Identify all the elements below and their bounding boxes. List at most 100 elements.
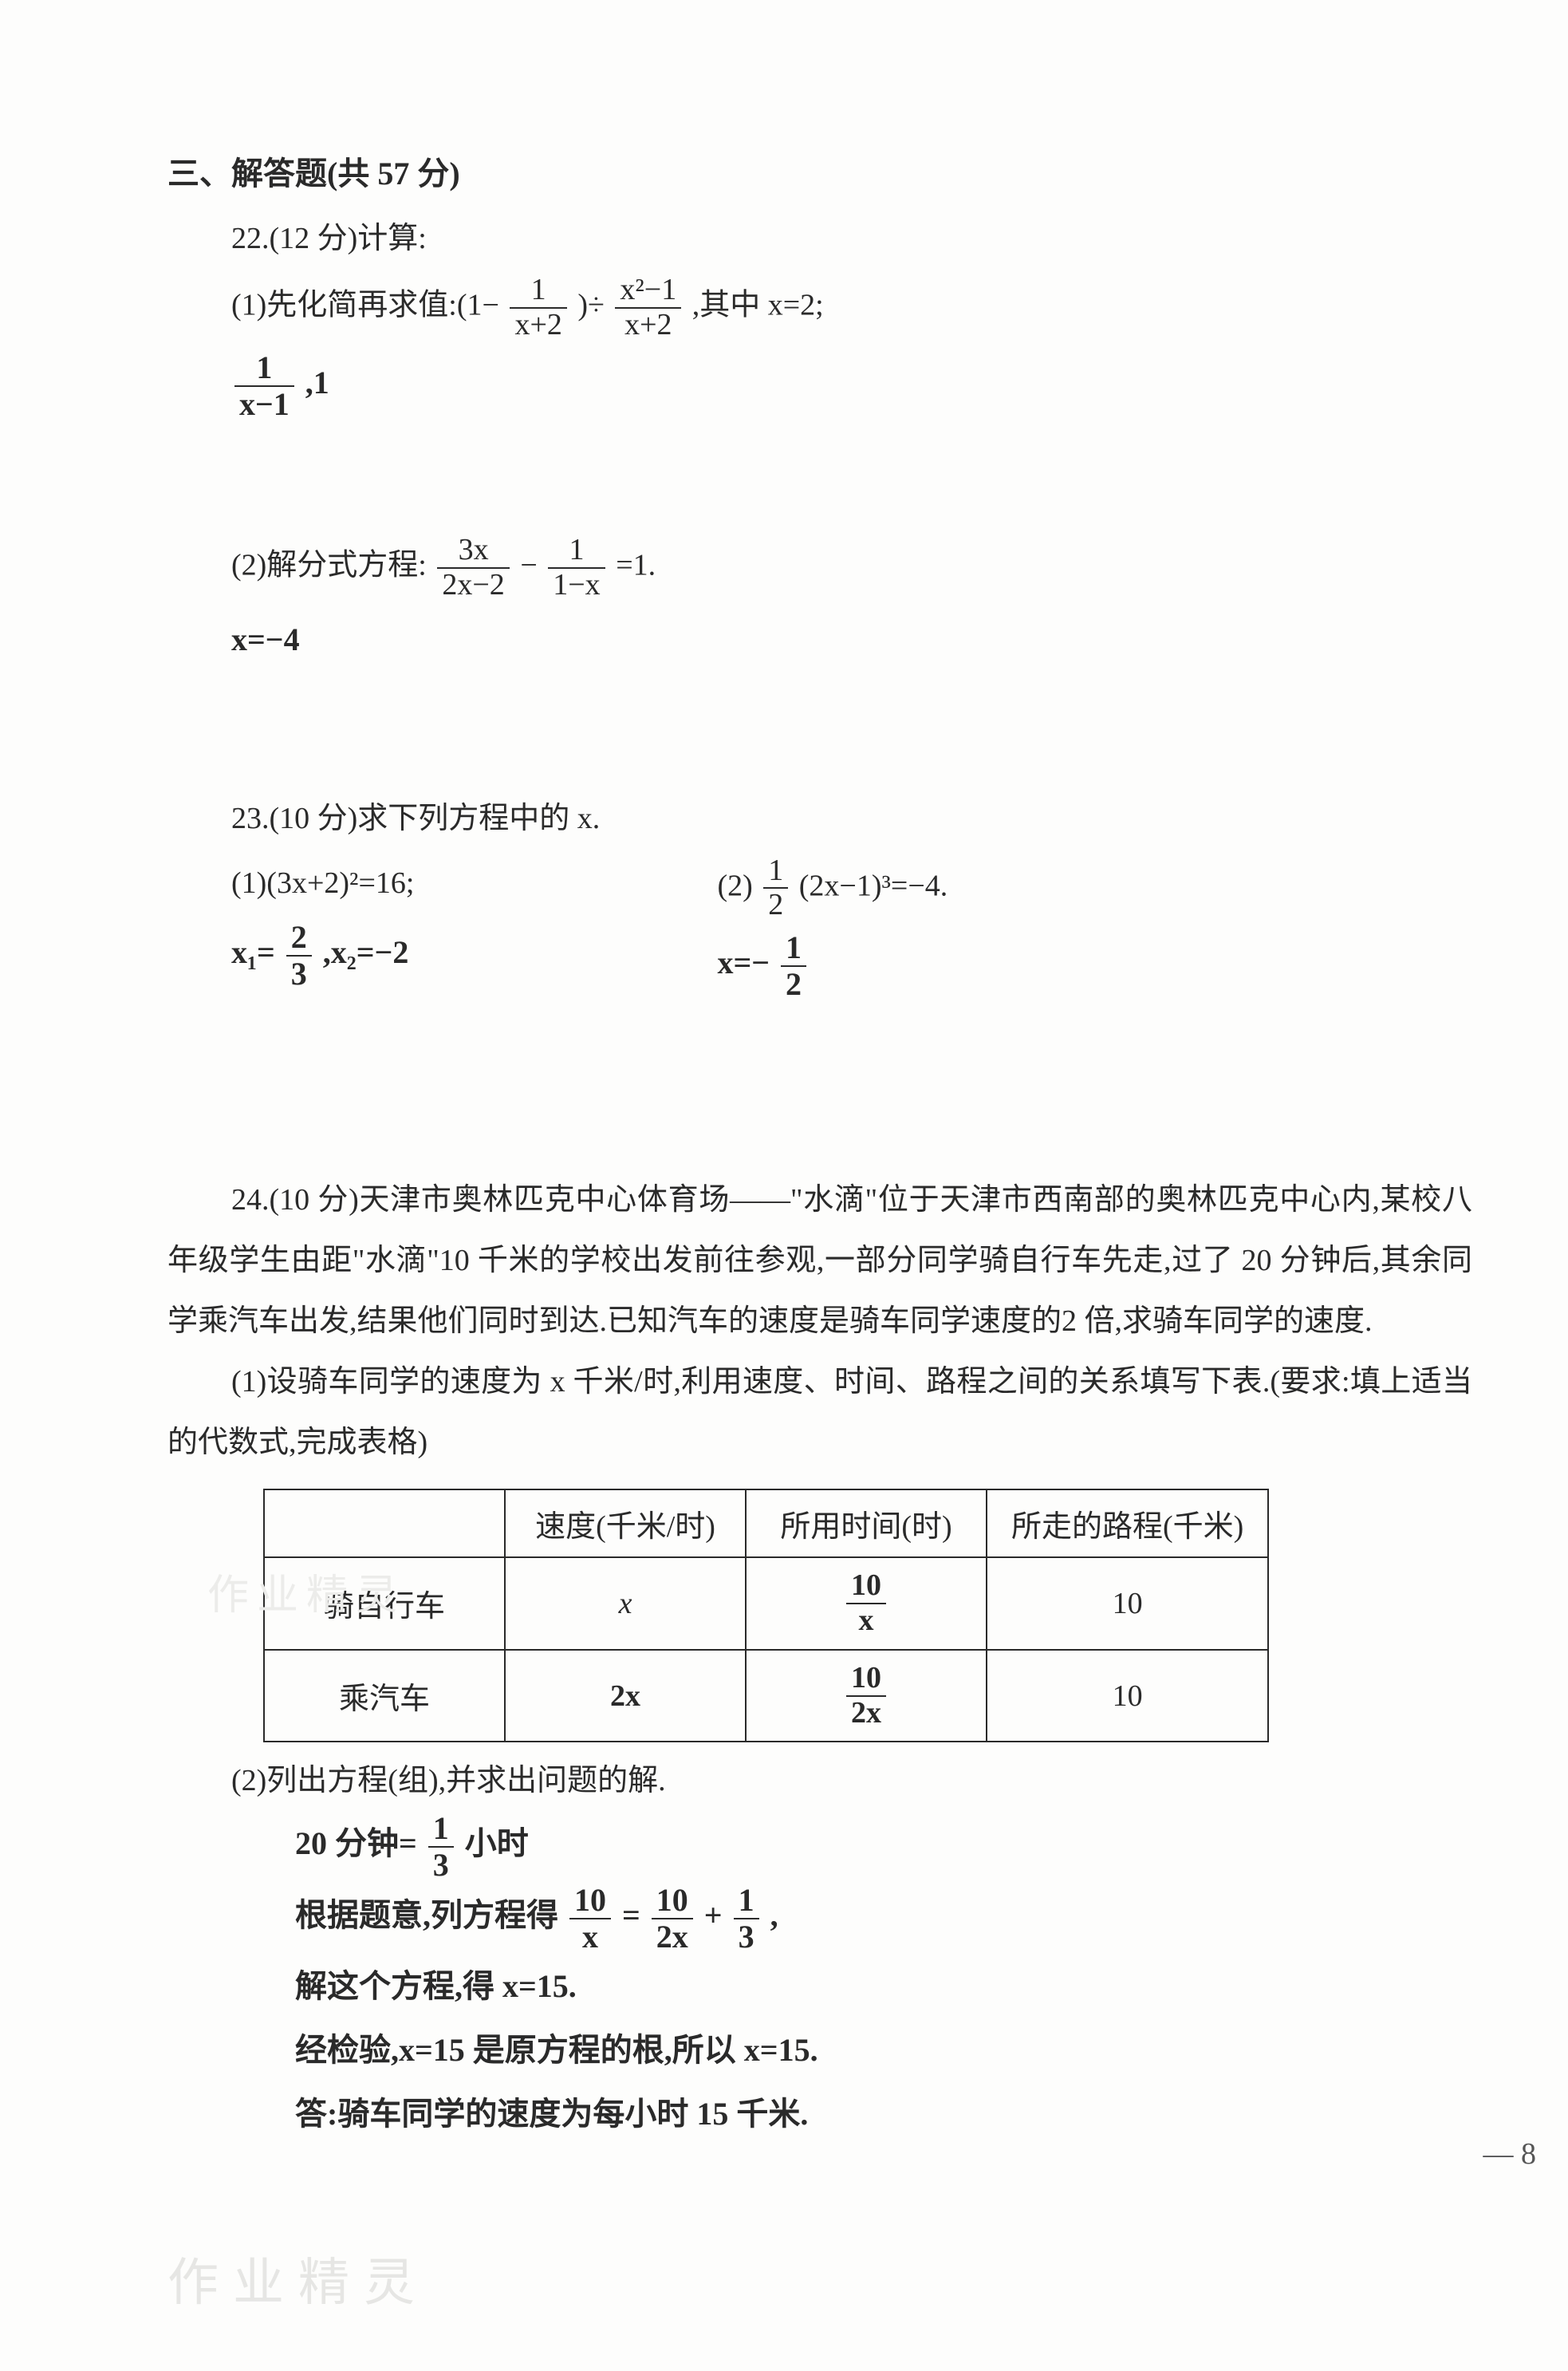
denominator: 2x xyxy=(846,1697,886,1730)
numerator: 2 xyxy=(286,920,312,957)
page: 三、解答题(共 57 分) 22.(12 分)计算: (1)先化简再求值:(1−… xyxy=(0,0,1568,2371)
q23-ans1: x₁= 2 3 ,x₂=−2 xyxy=(231,920,414,992)
numerator: 1 xyxy=(510,274,566,309)
fraction: 10 x xyxy=(569,1883,611,1955)
denominator: 2 xyxy=(781,967,806,1002)
fraction: x²−1 x+2 xyxy=(615,274,681,342)
fraction: 1 x−1 xyxy=(234,350,294,422)
denominator: 3 xyxy=(286,957,312,992)
numerator: 1 xyxy=(781,930,806,967)
table-header-row: 速度(千米/时) 所用时间(时) 所走的路程(千米) xyxy=(264,1489,1268,1557)
fraction: 1 3 xyxy=(734,1883,759,1955)
text: ,其中 x=2; xyxy=(692,289,824,322)
denominator: 2 xyxy=(763,889,788,922)
fraction: 10 2x xyxy=(652,1883,693,1955)
fraction: 3x 2x−2 xyxy=(437,534,509,602)
table-row: 乘汽车 2x 10 2x 10 xyxy=(264,1650,1268,1742)
value: x xyxy=(619,1587,632,1620)
text: ,1 xyxy=(305,365,329,400)
fraction: 1 3 xyxy=(428,1811,454,1883)
numerator: 1 xyxy=(548,534,605,569)
text: + xyxy=(704,1898,723,1934)
denominator: 2x xyxy=(652,1919,693,1955)
numerator: 1 xyxy=(428,1811,454,1848)
numerator: 10 xyxy=(569,1883,611,1919)
text: − xyxy=(520,548,537,582)
denominator: 2x−2 xyxy=(437,569,509,602)
cell-dist: 10 xyxy=(987,1650,1268,1742)
denominator: 1−x xyxy=(548,569,605,602)
q22-part1: (1)先化简再求值:(1− 1 x+2 )÷ x²−1 x+2 ,其中 x=2; xyxy=(231,274,1472,342)
fraction: 1 2 xyxy=(763,854,788,923)
text: x₁= xyxy=(231,934,275,970)
text: = xyxy=(622,1898,640,1934)
text: (2) xyxy=(717,869,752,902)
table-row: 骑自行车 x 10 x 10 xyxy=(264,1557,1268,1650)
numerator: 10 xyxy=(846,1662,886,1697)
numerator: 1 xyxy=(734,1883,759,1919)
text: 20 分钟= xyxy=(295,1826,417,1862)
text: )÷ xyxy=(577,289,605,322)
sol-line3: 解这个方程,得 x=15. xyxy=(295,1955,1472,2018)
fraction: 2 3 xyxy=(286,920,312,992)
text: (2)解分式方程: xyxy=(231,548,427,582)
cell-time: 10 x xyxy=(746,1557,987,1650)
sol-line4: 经检验,x=15 是原方程的根,所以 x=15. xyxy=(295,2018,1472,2082)
text: (2x−1)³=−4. xyxy=(799,869,948,902)
numerator: 10 xyxy=(652,1883,693,1919)
page-number: — 8 xyxy=(1483,2136,1537,2172)
q23-head: 23.(10 分)求下列方程中的 x. xyxy=(231,790,1472,847)
text: x=− xyxy=(717,945,770,980)
cell-label: 乘汽车 xyxy=(264,1650,505,1742)
denominator: x xyxy=(569,1919,611,1955)
section-title: 三、解答题(共 57 分) xyxy=(167,148,1472,194)
numerator: x²−1 xyxy=(615,274,681,309)
q24-p1: (1)设骑车同学的速度为 x 千米/时,利用速度、时间、路程之间的关系填写下表.… xyxy=(167,1351,1472,1473)
q24-solution: 20 分钟= 1 3 小时 根据题意,列方程得 10 x = 10 2x + 1… xyxy=(295,1811,1472,2146)
th-speed: 速度(千米/时) xyxy=(505,1489,746,1557)
numerator: 1 xyxy=(234,350,294,387)
watermark-bottom: 作业精灵 xyxy=(167,2242,429,2315)
denominator: 3 xyxy=(428,1848,454,1883)
cell-time: 10 2x xyxy=(746,1650,987,1742)
denominator: 3 xyxy=(734,1919,759,1955)
th-dist: 所走的路程(千米) xyxy=(987,1489,1268,1557)
q24-para: 24.(10 分)天津市奥林匹克中心体育场——"水滴"位于天津市西南部的奥林匹克… xyxy=(167,1170,1472,1351)
question-23: 23.(10 分)求下列方程中的 x. (1)(3x+2)²=16; x₁= 2… xyxy=(231,790,1472,1042)
cell-dist: 10 xyxy=(987,1557,1268,1650)
fraction: 1 x+2 xyxy=(510,274,566,342)
q22-head: 22.(12 分)计算: xyxy=(231,210,1472,267)
sol-line5: 答:骑车同学的速度为每小时 15 千米. xyxy=(295,2082,1472,2146)
q22-ans1: 1 x−1 ,1 xyxy=(231,350,1472,422)
denominator: x−1 xyxy=(234,387,294,422)
th-time: 所用时间(时) xyxy=(746,1489,987,1557)
numerator: 3x xyxy=(437,534,509,569)
text: =1. xyxy=(616,548,656,582)
fraction: 1 1−x xyxy=(548,534,605,602)
question-22: 22.(12 分)计算: (1)先化简再求值:(1− 1 x+2 )÷ x²−1… xyxy=(231,210,1472,670)
sol-line1: 20 分钟= 1 3 小时 xyxy=(295,1811,1472,1883)
denominator: x+2 xyxy=(615,309,681,342)
q23-row: (1)(3x+2)²=16; x₁= 2 3 ,x₂=−2 (2) 1 2 xyxy=(231,854,1472,1043)
q24-table: 速度(千米/时) 所用时间(时) 所走的路程(千米) 骑自行车 x 10 x 1… xyxy=(263,1489,1269,1742)
fraction: 10 2x xyxy=(846,1662,886,1730)
value: 2x xyxy=(610,1679,640,1713)
q23-col1: (1)(3x+2)²=16; x₁= 2 3 ,x₂=−2 xyxy=(231,854,414,1043)
q22-part2: (2)解分式方程: 3x 2x−2 − 1 1−x =1. xyxy=(231,534,1472,602)
denominator: x xyxy=(846,1604,886,1638)
q23-part1: (1)(3x+2)²=16; xyxy=(231,854,414,912)
sol-line2: 根据题意,列方程得 10 x = 10 2x + 1 3 , xyxy=(295,1883,1472,1955)
fraction: 10 x xyxy=(846,1569,886,1638)
text: ,x₂=−2 xyxy=(323,934,409,970)
denominator: x+2 xyxy=(510,309,566,342)
fraction: 1 2 xyxy=(781,930,806,1002)
cell-speed: 2x xyxy=(505,1650,746,1742)
text: 根据题意,列方程得 xyxy=(295,1898,558,1934)
cell-speed: x xyxy=(505,1557,746,1650)
numerator: 1 xyxy=(763,854,788,890)
watermark-mid: 作业精灵 xyxy=(207,1561,405,1621)
q24-p2: (2)列出方程(组),并求出问题的解. xyxy=(231,1750,1472,1811)
q22-ans2: x=−4 xyxy=(231,610,1472,670)
q23-col2: (2) 1 2 (2x−1)³=−4. x=− 1 2 xyxy=(717,854,947,1043)
q23-part2: (2) 1 2 (2x−1)³=−4. xyxy=(717,854,947,923)
